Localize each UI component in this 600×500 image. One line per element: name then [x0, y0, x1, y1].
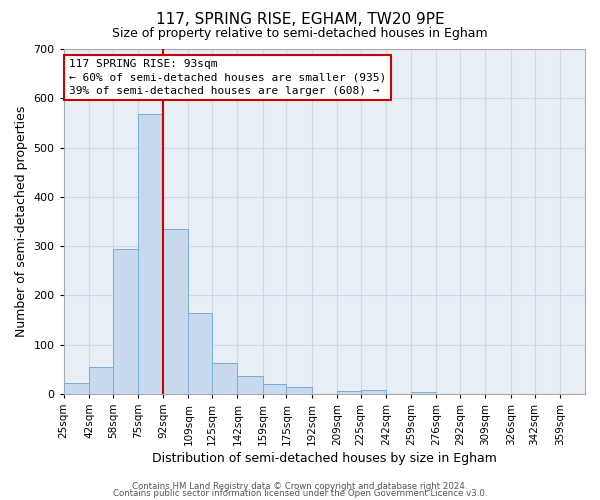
X-axis label: Distribution of semi-detached houses by size in Egham: Distribution of semi-detached houses by …: [152, 452, 497, 465]
Bar: [337, 391, 361, 394]
Bar: [286, 387, 312, 394]
Y-axis label: Number of semi-detached properties: Number of semi-detached properties: [15, 106, 28, 337]
Text: 117, SPRING RISE, EGHAM, TW20 9PE: 117, SPRING RISE, EGHAM, TW20 9PE: [155, 12, 445, 28]
Bar: [188, 312, 212, 394]
Text: Size of property relative to semi-detached houses in Egham: Size of property relative to semi-detach…: [112, 28, 488, 40]
Bar: [361, 390, 386, 394]
Bar: [89, 368, 113, 394]
Bar: [64, 382, 89, 394]
Bar: [263, 384, 286, 394]
Bar: [411, 392, 436, 394]
Bar: [163, 229, 188, 394]
Bar: [138, 114, 163, 394]
Text: Contains public sector information licensed under the Open Government Licence v3: Contains public sector information licen…: [113, 490, 487, 498]
Bar: [238, 376, 263, 394]
Text: 117 SPRING RISE: 93sqm
← 60% of semi-detached houses are smaller (935)
39% of se: 117 SPRING RISE: 93sqm ← 60% of semi-det…: [69, 60, 386, 96]
Bar: [113, 248, 138, 394]
Text: Contains HM Land Registry data © Crown copyright and database right 2024.: Contains HM Land Registry data © Crown c…: [132, 482, 468, 491]
Bar: [212, 364, 238, 394]
